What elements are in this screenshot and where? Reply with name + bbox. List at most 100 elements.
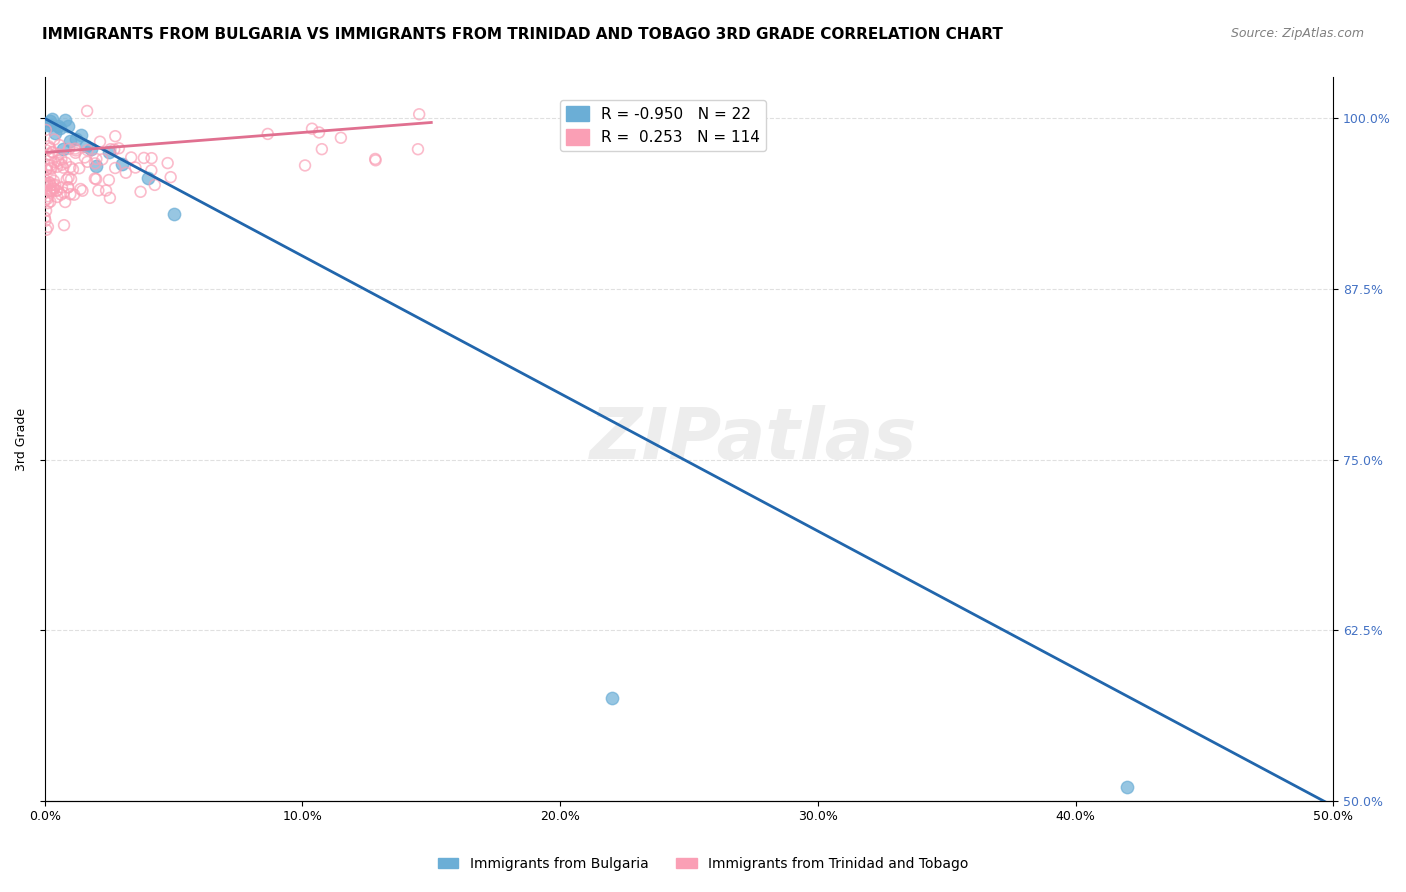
Point <box>34 173 56 187</box>
Point <box>156 156 179 170</box>
Point <box>364 152 387 166</box>
Point <box>39 194 62 209</box>
Point <box>53 194 76 209</box>
Text: ZIPatlas: ZIPatlas <box>589 405 917 474</box>
Point <box>65 132 87 146</box>
Point <box>37 189 59 203</box>
Point <box>39 169 62 184</box>
Point <box>120 151 142 165</box>
Point <box>35 162 58 177</box>
Point <box>91 153 114 167</box>
Point <box>52 186 75 200</box>
Point <box>39 184 62 198</box>
Point <box>42 145 65 160</box>
Point <box>58 142 80 156</box>
Point <box>108 141 131 155</box>
Point <box>51 180 73 194</box>
Point <box>37 196 59 211</box>
Point <box>41 184 63 198</box>
Point <box>34 194 56 208</box>
Point <box>69 128 91 142</box>
Point <box>143 178 166 192</box>
Point <box>37 219 59 234</box>
Point <box>46 160 69 174</box>
Point <box>42 178 65 192</box>
Point <box>62 162 84 177</box>
Point <box>84 172 107 186</box>
Point <box>37 178 59 193</box>
Point <box>65 145 87 160</box>
Point <box>76 103 98 118</box>
Point <box>104 161 127 175</box>
Point <box>83 171 105 186</box>
Point <box>67 161 90 176</box>
Point <box>46 153 69 168</box>
Point <box>104 129 127 144</box>
Point <box>98 191 121 205</box>
Point <box>49 120 72 135</box>
Point <box>76 154 98 169</box>
Point <box>56 180 79 194</box>
Point <box>59 187 82 202</box>
Point <box>63 187 86 202</box>
Point <box>35 123 58 137</box>
Point <box>86 152 108 166</box>
Point <box>84 159 107 173</box>
Point <box>311 142 333 156</box>
Point <box>59 160 82 174</box>
Point <box>294 158 316 172</box>
Point <box>34 179 56 194</box>
Point <box>38 118 60 132</box>
Point <box>600 691 623 706</box>
Point <box>89 135 111 149</box>
Point <box>35 162 58 177</box>
Point <box>141 151 163 165</box>
Point <box>39 158 62 172</box>
Point <box>39 182 62 196</box>
Point <box>97 173 120 187</box>
Point <box>41 112 63 126</box>
Point <box>60 172 83 186</box>
Point <box>364 153 387 168</box>
Point <box>39 176 62 190</box>
Point <box>39 178 62 193</box>
Point <box>46 119 69 133</box>
Point <box>141 163 163 178</box>
Point <box>42 174 65 188</box>
Point <box>114 166 136 180</box>
Point <box>37 118 59 132</box>
Point <box>72 184 94 198</box>
Point <box>48 147 70 161</box>
Point <box>48 138 70 153</box>
Point <box>51 158 73 172</box>
Point <box>35 223 58 237</box>
Point <box>34 213 56 227</box>
Point <box>42 182 65 196</box>
Point <box>34 211 56 225</box>
Point <box>45 184 67 198</box>
Y-axis label: 3rd Grade: 3rd Grade <box>15 408 28 471</box>
Point <box>408 107 430 121</box>
Point <box>124 161 146 175</box>
Point <box>75 139 97 153</box>
Point <box>44 126 66 140</box>
Legend: Immigrants from Bulgaria, Immigrants from Trinidad and Tobago: Immigrants from Bulgaria, Immigrants fro… <box>432 851 974 876</box>
Point <box>132 151 155 165</box>
Point <box>48 156 70 170</box>
Point <box>35 203 58 218</box>
Point <box>46 190 69 204</box>
Point <box>52 161 75 175</box>
Point <box>46 184 69 198</box>
Point <box>80 142 103 156</box>
Point <box>329 130 352 145</box>
Point <box>69 182 91 196</box>
Point <box>44 132 66 146</box>
Point <box>73 151 96 165</box>
Point <box>129 185 152 199</box>
Point <box>44 178 66 192</box>
Point <box>35 143 58 157</box>
Legend: R = -0.950   N = 22, R =  0.253   N = 114: R = -0.950 N = 22, R = 0.253 N = 114 <box>560 100 766 152</box>
Point <box>159 170 181 185</box>
Text: Source: ZipAtlas.com: Source: ZipAtlas.com <box>1230 27 1364 40</box>
Point <box>56 180 79 194</box>
